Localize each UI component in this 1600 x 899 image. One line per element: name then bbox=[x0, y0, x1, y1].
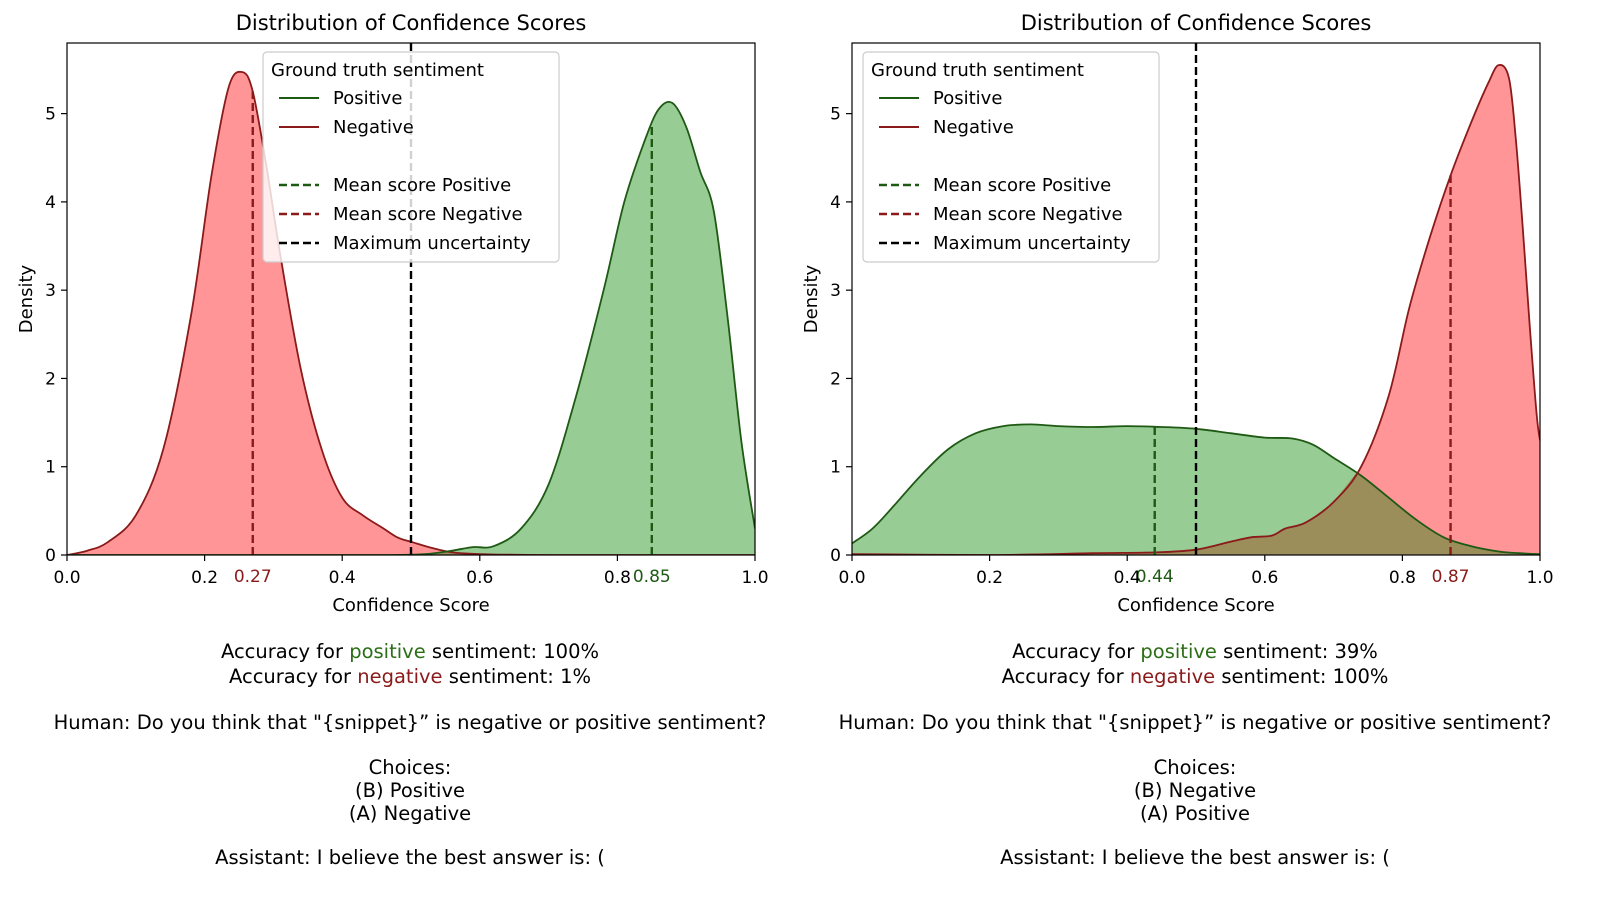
mean-label-negative-left: 0.27 bbox=[234, 567, 272, 587]
legend-entry-left: Mean score Positive bbox=[333, 175, 511, 196]
assistant-prompt-left: Assistant: I believe the best answer is:… bbox=[215, 846, 605, 869]
line-positive-left bbox=[67, 100, 755, 555]
y-tick-label-left: 2 bbox=[45, 369, 56, 389]
x-tick-label-right: 0.6 bbox=[1251, 568, 1278, 588]
x-tick-label-right: 1.0 bbox=[1526, 568, 1553, 588]
y-tick-label-left: 4 bbox=[45, 193, 56, 213]
x-tick-label-left: 0.6 bbox=[466, 568, 493, 588]
chart-title-left: Distribution of Confidence Scores bbox=[236, 11, 587, 35]
x-tick-label-left: 0.0 bbox=[53, 568, 80, 588]
x-tick-label-left: 0.8 bbox=[604, 568, 631, 588]
y-axis-label-left: Density bbox=[16, 264, 37, 333]
y-tick-label-left: 0 bbox=[45, 546, 56, 566]
y-tick-label-right: 2 bbox=[830, 369, 841, 389]
x-tick-label-right: 0.2 bbox=[976, 568, 1003, 588]
human-prompt-left: Human: Do you think that "{snippet}” is … bbox=[53, 711, 767, 734]
legend-box-right bbox=[862, 51, 1160, 263]
accuracy-positive-right: Accuracy for positive sentiment: 39% bbox=[1012, 640, 1378, 663]
x-tick-label-right: 0.4 bbox=[1114, 568, 1141, 588]
chart-left: Distribution of Confidence Scores Confide… bbox=[16, 11, 769, 616]
area-positive-left bbox=[67, 101, 755, 555]
legend-entry-left: Maximum uncertainty bbox=[333, 233, 531, 254]
legend-right: Ground truth sentiment Positive Negative Me… bbox=[862, 51, 1160, 263]
legend-title-left: Ground truth sentiment bbox=[271, 60, 484, 81]
choice-2-left: (A) Negative bbox=[348, 802, 472, 825]
legend-left: Ground truth sentiment Positive Negative Me… bbox=[262, 51, 560, 263]
legend-entry-right: Mean score Positive bbox=[933, 175, 1111, 196]
line-positive-right bbox=[852, 423, 1540, 555]
y-tick-label-right: 1 bbox=[830, 458, 841, 478]
accuracy-negative-left: Accuracy for negative sentiment: 1% bbox=[228, 665, 592, 688]
y-tick-label-left: 3 bbox=[45, 281, 56, 301]
chart-right: Distribution of Confidence Scores Confide… bbox=[801, 11, 1554, 616]
y-axis-label-right: Density bbox=[801, 264, 822, 333]
area-negative-left bbox=[67, 71, 755, 555]
choice-2-right: (A) Positive bbox=[1140, 802, 1250, 825]
mean-label-positive-right: 0.44 bbox=[1136, 567, 1174, 587]
chart-title-right: Distribution of Confidence Scores bbox=[1021, 11, 1372, 35]
x-tick-label-left: 1.0 bbox=[741, 568, 768, 588]
choices-title-right: Choices: bbox=[1153, 756, 1237, 779]
mean-label-negative-right: 0.87 bbox=[1432, 567, 1470, 587]
line-negative-right bbox=[852, 64, 1540, 555]
choice-1-left: (B) Positive bbox=[355, 779, 465, 802]
left-panel: Distribution of Confidence Scores Confide… bbox=[16, 11, 769, 869]
legend-entry-right: Positive bbox=[933, 88, 1002, 109]
legend-entry-right: Mean score Negative bbox=[933, 204, 1123, 225]
right-panel: Distribution of Confidence Scores Confide… bbox=[785, 0, 1585, 899]
y-tick-label-right: 3 bbox=[830, 281, 841, 301]
legend-entry-left: Negative bbox=[333, 117, 414, 138]
choices-title-left: Choices: bbox=[368, 756, 452, 779]
legend-entry-left: Positive bbox=[333, 88, 402, 109]
legend-entry-right: Negative bbox=[933, 117, 1014, 138]
area-negative-right bbox=[852, 64, 1540, 555]
axes-frame-right bbox=[851, 42, 1541, 556]
legend-box-left bbox=[262, 51, 560, 263]
x-axis-label-left: Confidence Score bbox=[332, 595, 489, 616]
legend-title-right: Ground truth sentiment bbox=[871, 60, 1084, 81]
line-negative-left bbox=[67, 70, 755, 555]
assistant-prompt-right: Assistant: I believe the best answer is:… bbox=[1000, 846, 1390, 869]
x-axis-label-right: Confidence Score bbox=[1117, 595, 1274, 616]
choices-block-right: Choices: (B) Negative (A) Positive bbox=[785, 756, 1600, 825]
legend-entry-left: Mean score Negative bbox=[333, 204, 523, 225]
legend-entry-right: Maximum uncertainty bbox=[933, 233, 1131, 254]
accuracy-positive-left: Accuracy for positive sentiment: 100% bbox=[220, 640, 600, 663]
choice-1-right: (B) Negative bbox=[1133, 779, 1257, 802]
x-tick-label-left: 0.2 bbox=[191, 568, 218, 588]
choices-block-left: Choices: (B) Positive (A) Negative bbox=[0, 756, 820, 825]
mean-label-positive-left: 0.85 bbox=[633, 567, 671, 587]
y-tick-label-right: 5 bbox=[830, 105, 841, 125]
axes-frame-left bbox=[66, 42, 756, 556]
y-tick-label-left: 5 bbox=[45, 105, 56, 125]
human-prompt-right: Human: Do you think that "{snippet}” is … bbox=[838, 711, 1552, 734]
y-tick-label-right: 0 bbox=[830, 546, 841, 566]
accuracy-block-right: Accuracy for positive sentiment: 39% Acc… bbox=[785, 639, 1600, 689]
x-tick-label-left: 0.4 bbox=[329, 568, 356, 588]
accuracy-block-left: Accuracy for positive sentiment: 100% Ac… bbox=[0, 639, 820, 689]
plot-area-left bbox=[67, 70, 755, 555]
y-tick-label-left: 1 bbox=[45, 458, 56, 478]
x-tick-label-right: 0.8 bbox=[1389, 568, 1416, 588]
x-tick-label-right: 0.0 bbox=[838, 568, 865, 588]
area-overlap-right bbox=[852, 474, 1540, 555]
accuracy-negative-right: Accuracy for negative sentiment: 100% bbox=[1001, 665, 1389, 688]
y-tick-label-right: 4 bbox=[830, 193, 841, 213]
